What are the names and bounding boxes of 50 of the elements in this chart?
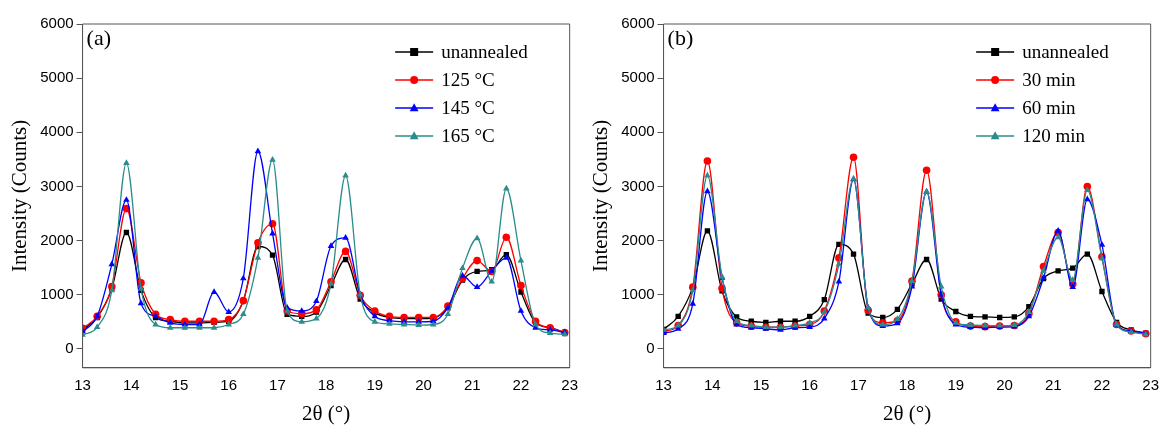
y-tick-label: 3000 — [40, 176, 74, 194]
y-tick-label: 4000 — [40, 122, 74, 140]
legend-label: 60 min — [1022, 96, 1076, 118]
x-tick-label: 19 — [947, 375, 965, 393]
y-tick-label: 6000 — [621, 14, 655, 32]
y-tick-label: 0 — [65, 338, 74, 356]
x-tick-label: 18 — [898, 375, 916, 393]
y-tick-label: 0 — [646, 338, 655, 356]
x-tick-label: 17 — [850, 375, 867, 393]
y-tick-label: 4000 — [621, 122, 655, 140]
legend-label: 165 °C — [441, 124, 495, 146]
x-tick-label: 21 — [463, 375, 481, 393]
y-tick-label: 2000 — [621, 230, 655, 248]
annotation: (a) — [86, 24, 111, 50]
x-tick-label: 23 — [561, 375, 578, 393]
legend-label: unannealed — [1022, 40, 1110, 62]
x-axis-title: 2θ (°) — [883, 400, 932, 425]
annotation: (b) — [667, 24, 694, 50]
x-tick-label: 15 — [752, 375, 770, 393]
x-tick-label: 22 — [512, 375, 530, 393]
x-tick-label: 14 — [122, 375, 140, 393]
legend-label: 125 °C — [441, 68, 495, 90]
x-tick-label: 23 — [1142, 375, 1159, 393]
x-tick-label: 16 — [801, 375, 819, 393]
x-tick-label: 18 — [317, 375, 335, 393]
legend-label: 120 min — [1022, 124, 1086, 146]
x-tick-label: 20 — [415, 375, 432, 393]
y-tick-label: 2000 — [40, 230, 74, 248]
y-tick-label: 1000 — [40, 284, 74, 302]
x-tick-label: 20 — [996, 375, 1013, 393]
y-tick-label: 5000 — [40, 68, 74, 86]
legend-label: 30 min — [1022, 68, 1076, 90]
x-tick-label: 13 — [655, 375, 672, 393]
x-tick-label: 21 — [1044, 375, 1062, 393]
legend-label: 145 °C — [441, 96, 495, 118]
y-tick-label: 6000 — [40, 14, 74, 32]
x-axis-title: 2θ (°) — [302, 400, 351, 425]
x-tick-label: 15 — [171, 375, 189, 393]
y-axis-title: Intensity (Counts) — [588, 119, 613, 273]
x-tick-label: 22 — [1093, 375, 1111, 393]
x-tick-label: 19 — [366, 375, 384, 393]
x-tick-label: 17 — [269, 375, 286, 393]
x-tick-label: 13 — [74, 375, 91, 393]
y-axis-title: Intensity (Counts) — [7, 119, 32, 273]
x-tick-label: 16 — [220, 375, 238, 393]
x-tick-label: 14 — [703, 375, 721, 393]
legend-label: unannealed — [441, 40, 529, 62]
y-tick-label: 1000 — [621, 284, 655, 302]
y-tick-label: 3000 — [621, 176, 655, 194]
y-tick-label: 5000 — [621, 68, 655, 86]
